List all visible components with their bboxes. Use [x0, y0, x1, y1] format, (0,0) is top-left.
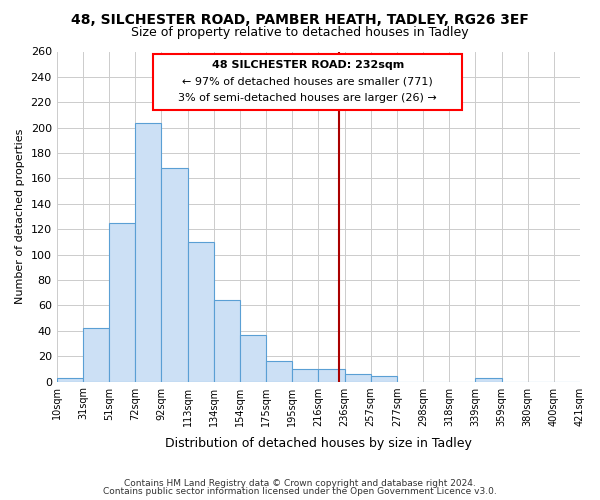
Text: ← 97% of detached houses are smaller (771): ← 97% of detached houses are smaller (77…: [182, 77, 433, 87]
Text: 48, SILCHESTER ROAD, PAMBER HEATH, TADLEY, RG26 3EF: 48, SILCHESTER ROAD, PAMBER HEATH, TADLE…: [71, 12, 529, 26]
Bar: [83, 328, 109, 382]
Bar: [109, 223, 135, 382]
Bar: [475, 378, 502, 382]
Y-axis label: Number of detached properties: Number of detached properties: [15, 129, 25, 304]
Text: Size of property relative to detached houses in Tadley: Size of property relative to detached ho…: [131, 26, 469, 39]
Bar: [56, 378, 83, 382]
Bar: [344, 374, 371, 382]
Bar: [161, 168, 187, 382]
Text: Contains public sector information licensed under the Open Government Licence v3: Contains public sector information licen…: [103, 487, 497, 496]
Bar: [319, 369, 344, 382]
Bar: [292, 369, 319, 382]
Text: 3% of semi-detached houses are larger (26) →: 3% of semi-detached houses are larger (2…: [178, 94, 437, 104]
Bar: [371, 376, 397, 382]
Bar: [214, 300, 240, 382]
Text: Contains HM Land Registry data © Crown copyright and database right 2024.: Contains HM Land Registry data © Crown c…: [124, 478, 476, 488]
Bar: [187, 242, 214, 382]
Bar: [266, 361, 292, 382]
X-axis label: Distribution of detached houses by size in Tadley: Distribution of detached houses by size …: [165, 437, 472, 450]
Bar: [154, 54, 462, 110]
Bar: [135, 122, 161, 382]
Text: 48 SILCHESTER ROAD: 232sqm: 48 SILCHESTER ROAD: 232sqm: [212, 60, 404, 70]
Bar: [240, 334, 266, 382]
